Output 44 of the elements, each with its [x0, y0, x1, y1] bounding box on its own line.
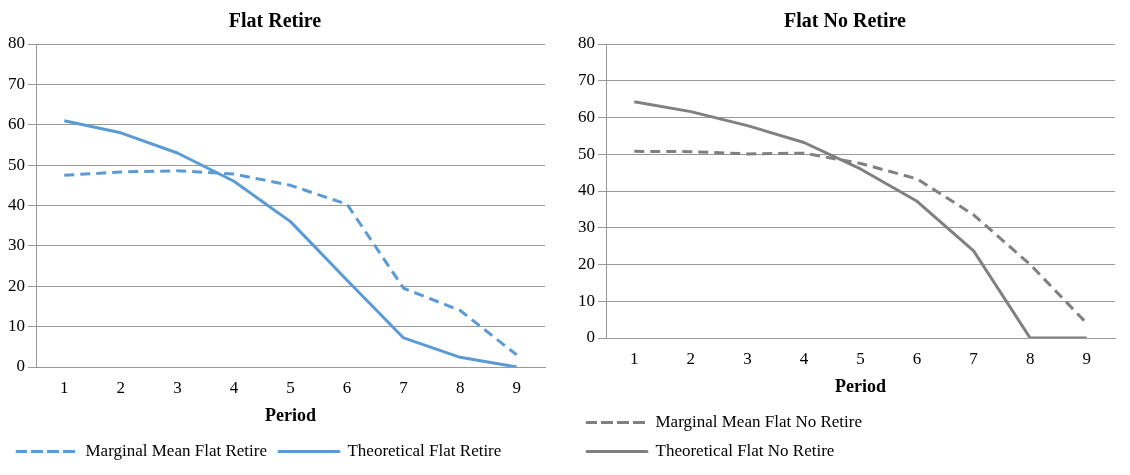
- x-tick-label: 6: [342, 377, 352, 397]
- x-tick-label: 4: [799, 348, 809, 368]
- x-tick-label: 1: [60, 377, 69, 397]
- y-tick-label: 40: [578, 180, 595, 200]
- x-tick-label: 3: [173, 377, 182, 397]
- y-tick-label: 0: [586, 327, 595, 347]
- y-tick-label: 20: [8, 275, 25, 295]
- legend-label: Theoretical Flat Retire: [347, 440, 502, 460]
- y-tick-label: 30: [8, 235, 25, 255]
- chart-title: Flat Retire: [228, 9, 322, 32]
- y-tick-label: 20: [578, 253, 595, 273]
- y-tick-label: 0: [16, 356, 25, 376]
- x-axis-title: Period: [835, 375, 886, 396]
- x-tick-label: 9: [1082, 348, 1091, 368]
- x-tick-label: 1: [630, 348, 639, 368]
- legend-label: Marginal Mean Flat No Retire: [655, 411, 862, 431]
- chart-title: Flat No Retire: [784, 9, 907, 32]
- x-tick-label: 5: [286, 377, 295, 397]
- x-tick-label: 7: [969, 348, 979, 368]
- x-tick-label: 3: [743, 348, 752, 368]
- x-axis-title: Period: [265, 404, 316, 425]
- y-tick-label: 10: [8, 316, 25, 336]
- legend-label: Marginal Mean Flat Retire: [85, 440, 267, 460]
- x-tick-label: 2: [686, 348, 696, 368]
- y-tick-label: 60: [8, 114, 25, 134]
- x-tick-label: 8: [1025, 348, 1035, 368]
- x-tick-label: 5: [856, 348, 865, 368]
- y-tick-label: 60: [578, 106, 595, 126]
- x-tick-label: 6: [912, 348, 922, 368]
- y-tick-label: 80: [8, 33, 25, 53]
- y-tick-label: 50: [8, 154, 25, 174]
- x-tick-label: 8: [455, 377, 465, 397]
- y-tick-label: 70: [578, 70, 595, 90]
- x-tick-label: 9: [512, 377, 521, 397]
- x-tick-label: 7: [399, 377, 409, 397]
- x-tick-label: 4: [229, 377, 239, 397]
- legend-label: Theoretical Flat No Retire: [655, 440, 835, 460]
- x-tick-label: 2: [116, 377, 126, 397]
- y-tick-label: 50: [578, 143, 595, 163]
- y-tick-label: 40: [8, 194, 25, 214]
- y-tick-label: 80: [578, 33, 595, 53]
- y-tick-label: 10: [578, 290, 595, 310]
- y-tick-label: 30: [578, 217, 595, 237]
- y-tick-label: 70: [8, 73, 25, 93]
